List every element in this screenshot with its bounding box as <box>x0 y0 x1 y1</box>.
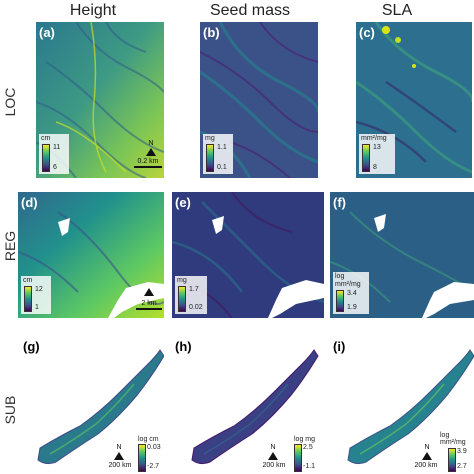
map-panel-a: (a) cm 11 6 N 0.2 km <box>36 22 164 178</box>
legend-max-e: 1.7 <box>189 286 199 293</box>
scale-label-a: 0.2 km <box>137 158 159 165</box>
row-label-loc: LOC <box>2 87 18 117</box>
colorbar-b <box>206 144 214 172</box>
map-panel-f: (f) log mm²/mg 3.4 1.9 <box>330 192 474 318</box>
legend-unit-h: log mg <box>294 436 316 443</box>
colorbar-a <box>42 144 50 172</box>
scale-bar-g: 200 km <box>104 462 136 469</box>
colorbar-i <box>448 448 456 472</box>
north-arrow-a: N <box>140 140 162 156</box>
scale-bar-i: 200 km <box>410 462 442 469</box>
colorbar-c <box>362 144 370 172</box>
map-panel-h: (h) N 200 km log mg 2.5 -1.1 <box>172 336 324 474</box>
legend-max-g: 0.03 <box>147 444 161 451</box>
north-arrow-g: N <box>108 444 130 460</box>
legend-min-c: 8 <box>373 164 377 171</box>
panel-label-h: (h) <box>175 339 192 354</box>
legend-unit-g: log cm <box>138 436 159 443</box>
scale-label-g: 200 km <box>108 462 132 469</box>
legend-unit-i: log mm²/mg <box>440 432 466 446</box>
panel-label-f: (f) <box>333 195 346 210</box>
legend-f: log mm²/mg 3.4 1.9 <box>333 272 369 314</box>
legend-unit-c: mm²/mg <box>361 135 387 142</box>
colorbar-d <box>24 286 32 312</box>
legend-d: cm 12 1 <box>21 276 51 314</box>
legend-min-b: 0.1 <box>217 164 227 171</box>
legend-min-a: 6 <box>53 164 57 171</box>
column-title-seed-mass: Seed mass <box>209 2 291 19</box>
colorbar-f <box>336 290 344 312</box>
legend-unit-e: mg <box>177 277 187 284</box>
legend-max-d: 12 <box>35 286 43 293</box>
legend-unit-a: cm <box>41 135 51 142</box>
column-title-height: Height <box>69 2 117 19</box>
legend-b: mg 1.1 0.1 <box>203 134 233 174</box>
scale-bar-h: 200 km <box>258 462 290 469</box>
legend-min-f: 1.9 <box>347 304 357 311</box>
map-panel-d: (d) cm 12 1 2 km <box>18 192 164 318</box>
legend-unit-b: mg <box>205 135 215 142</box>
legend-max-c: 13 <box>373 144 381 151</box>
legend-max-h: 2.5 <box>303 444 313 451</box>
panel-label-c: (c) <box>359 25 375 40</box>
panel-label-a: (a) <box>39 25 55 40</box>
north-arrow-h: N <box>262 444 284 460</box>
map-panel-e: (e) mg 1.7 0.02 <box>172 192 324 318</box>
legend-min-g: -2.7 <box>147 463 160 470</box>
legend-e: mg 1.7 0.02 <box>175 276 207 314</box>
legend-c: mm²/mg 13 8 <box>359 134 395 174</box>
scale-label-i: 200 km <box>414 462 438 469</box>
legend-min-h: -1.1 <box>303 463 316 470</box>
column-title-sla: SLA <box>381 2 413 19</box>
colorbar-e <box>178 286 186 312</box>
north-arrow-i: N <box>416 444 438 460</box>
scale-bar-d: 2 km <box>136 300 162 310</box>
map-panel-b: (b) mg 1.1 0.1 <box>200 22 318 178</box>
panel-label-b: (b) <box>203 25 220 40</box>
map-panel-i: (i) N 200 km log mm²/mg 3.9 2.7 <box>330 336 474 474</box>
legend-min-i: 2.7 <box>457 463 467 470</box>
legend-a: cm 11 6 <box>39 134 69 174</box>
map-panel-c: (c) mm²/mg 13 8 <box>356 22 472 178</box>
colorbar-h <box>294 444 302 472</box>
legend-max-f: 3.4 <box>347 290 357 297</box>
scale-label-h: 200 km <box>262 462 286 469</box>
row-label-sub: SUB <box>2 395 18 425</box>
legend-max-b: 1.1 <box>217 144 227 151</box>
panel-label-g: (g) <box>23 339 40 354</box>
row-label-reg: REG <box>2 230 18 262</box>
scale-bar-a: 0.2 km <box>134 158 162 168</box>
north-arrow-d <box>138 288 160 296</box>
panel-label-i: (i) <box>333 339 346 354</box>
legend-max-i: 3.9 <box>457 448 467 455</box>
map-panel-g: (g) N 200 km log cm 0.03 -2.7 <box>20 336 164 474</box>
panel-label-e: (e) <box>175 195 191 210</box>
colorbar-g <box>138 444 146 472</box>
legend-unit-d: cm <box>23 277 33 284</box>
legend-max-a: 11 <box>53 144 61 151</box>
scale-label-d: 2 km <box>141 300 157 307</box>
legend-unit-f: log mm²/mg <box>335 273 361 288</box>
legend-min-e: 0.02 <box>189 304 203 311</box>
legend-min-d: 1 <box>35 304 39 311</box>
panel-label-d: (d) <box>21 195 38 210</box>
